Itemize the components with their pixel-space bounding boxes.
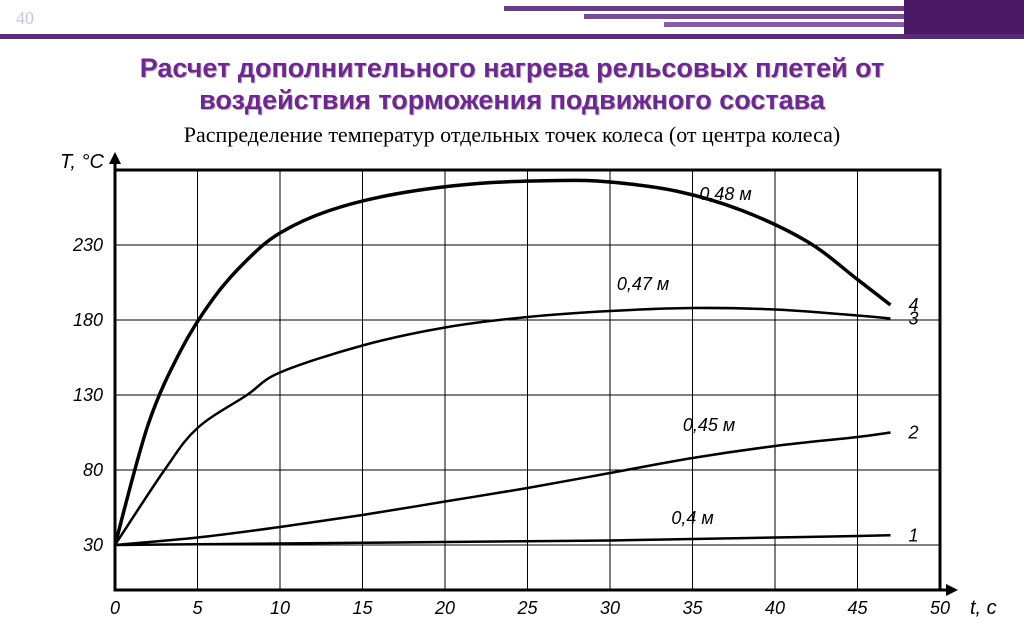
series-4 <box>115 180 891 545</box>
svg-text:T, °C: T, °C <box>60 151 104 173</box>
svg-text:10: 10 <box>270 598 290 618</box>
svg-text:45: 45 <box>847 598 868 618</box>
svg-text:80: 80 <box>83 460 103 480</box>
series-endtag-4: 4 <box>909 295 919 315</box>
svg-text:30: 30 <box>83 535 103 555</box>
slide-subtitle: Распределение температур отдельных точек… <box>0 122 1024 148</box>
series-label-4: 0,48 м <box>699 184 751 204</box>
svg-text:25: 25 <box>516 598 538 618</box>
series-endtag-1: 1 <box>909 525 919 545</box>
svg-text:0: 0 <box>110 598 120 618</box>
svg-text:180: 180 <box>73 310 103 330</box>
series-label-2: 0,45 м <box>683 415 735 435</box>
svg-text:30: 30 <box>600 598 620 618</box>
svg-text:5: 5 <box>192 598 203 618</box>
title-line-2: воздействия торможения подвижного состав… <box>199 85 825 115</box>
temperature-chart: 30 80 130 180 230 0 5 10 15 20 25 30 35 40 45 50 T, °C t,… <box>20 150 1004 630</box>
series-label-3: 0,47 м <box>617 274 669 294</box>
svg-text:130: 130 <box>73 385 103 405</box>
series-2 <box>115 433 891 546</box>
svg-text:20: 20 <box>434 598 455 618</box>
svg-text:t, c: t, c <box>970 597 997 619</box>
svg-text:35: 35 <box>682 598 703 618</box>
slide: 40 Расчет дополнительного нагрева рельсо… <box>0 0 1024 639</box>
svg-text:50: 50 <box>930 598 950 618</box>
series-1 <box>115 535 891 545</box>
header-decoration <box>0 0 1024 40</box>
slide-title: Расчет дополнительного нагрева рельсовых… <box>0 52 1024 117</box>
svg-text:40: 40 <box>765 598 785 618</box>
series-3 <box>115 308 891 545</box>
svg-text:230: 230 <box>72 235 103 255</box>
title-line-1: Расчет дополнительного нагрева рельсовых… <box>140 53 884 83</box>
svg-text:15: 15 <box>352 598 373 618</box>
series-endtag-2: 2 <box>908 423 919 443</box>
series-label-1: 0,4 м <box>671 508 713 528</box>
